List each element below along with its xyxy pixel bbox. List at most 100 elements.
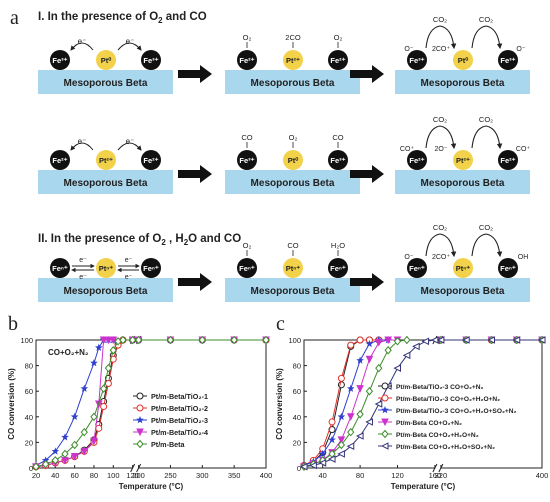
fe-atom [237, 150, 257, 170]
fe-atom [498, 50, 518, 70]
x-tick-label: 400 [260, 471, 273, 480]
data-point [380, 442, 389, 450]
fe-label: Feⁿ⁺ [409, 264, 425, 273]
x-tick-label: 20 [32, 471, 40, 480]
data-point [374, 339, 383, 347]
data-point [80, 427, 88, 437]
data-point [512, 336, 521, 344]
co2-release-arrow [471, 25, 503, 50]
pt-label: Pt²⁺ [456, 156, 470, 165]
data-point [393, 364, 401, 372]
data-point [42, 459, 50, 469]
support-label: Mesoporous Beta [64, 178, 148, 189]
data-point [384, 345, 392, 355]
legend-label: Pt/m-Beta/TiO₂-3 CO+O₂+H₂O+N₂ [396, 396, 500, 403]
y-tick-label: 100 [288, 336, 301, 345]
fe-label: Feⁿ⁺ [330, 264, 346, 273]
data-point [365, 339, 374, 348]
section2-heading: II. In the presence of O2 , H2O and CO [38, 233, 241, 247]
series-line [303, 339, 389, 466]
pt-atom [96, 258, 116, 278]
intermediate-label: O⁻ [404, 254, 413, 261]
data-point [70, 412, 79, 421]
data-point [328, 418, 336, 426]
co2-label: CO₂ [479, 223, 493, 232]
intermediate-label: CO⁺ [516, 146, 531, 153]
fe-label: Fe³⁺ [143, 56, 158, 65]
x-tick-label: 40 [319, 471, 327, 480]
adsorbate-label: O₂ [289, 133, 298, 142]
data-point [356, 356, 364, 364]
fe-atom [141, 50, 161, 70]
data-point [381, 406, 389, 414]
data-point [94, 343, 103, 351]
process-arrow [178, 273, 212, 291]
x-tick-label: 300 [196, 471, 209, 480]
data-point [136, 416, 144, 424]
data-point [365, 386, 374, 396]
reaction-scheme: Mesoporous Beta Fe³⁺ Pt⁰ Fe³⁺ e⁻ e⁻ Mesoporous… [38, 15, 530, 302]
electron-label: e⁻ [126, 37, 135, 46]
data-point [346, 384, 355, 392]
data-point [104, 336, 113, 345]
data-point [381, 394, 389, 402]
x-axis-label: Temperature (°C) [119, 482, 184, 491]
pt-label: Pt⁰ [101, 56, 113, 65]
y-axis-label: CO conversion (%) [7, 368, 16, 440]
data-point [136, 404, 144, 412]
legend-label: Pt/m-Beta/TiO₂-4 [151, 428, 208, 437]
fe-atom [141, 150, 161, 170]
co2-label: CO₂ [479, 115, 493, 124]
fe-atom [407, 258, 427, 278]
electron-label: e⁻ [125, 274, 133, 281]
intermediate-label: OH [518, 254, 529, 261]
y-tick-label: 0 [29, 464, 33, 473]
data-point [128, 335, 137, 345]
electron-transfer-arrow [70, 142, 94, 151]
co2-release-arrow [471, 125, 503, 150]
x-tick-label: 100 [107, 471, 120, 480]
fe-label: Fe³⁺ [409, 56, 424, 65]
axis-break-gap [132, 464, 139, 472]
co2-release-arrow [425, 233, 457, 258]
legend-label: Pt/m-Beta [151, 440, 186, 449]
mesoporous-beta-support [38, 170, 173, 194]
electron-label: e⁻ [126, 137, 135, 146]
x-tick-label: 250 [164, 471, 177, 480]
data-point [90, 412, 98, 422]
data-point [337, 450, 345, 458]
data-point [436, 336, 445, 344]
data-point [337, 436, 346, 444]
data-point [381, 418, 389, 427]
pt-atom [283, 150, 303, 170]
panel-a-letter: a [10, 7, 19, 29]
legend-label: Pt/m-Beta/TiO₂-3 CO+O₂+N₂ [396, 384, 484, 391]
intermediate-label: 2O⁻ [434, 146, 447, 153]
data-point [51, 447, 60, 455]
data-point [374, 400, 383, 408]
intermediate-label: CO⁺ [400, 146, 415, 153]
data-point [337, 412, 346, 421]
legend-label: Pt/m-Beta CO+O₂+H₂O+SO₂+N₂ [396, 444, 495, 451]
data-point [136, 439, 144, 449]
fe-atom [50, 50, 70, 70]
data-point [109, 355, 117, 363]
fe-label: Feⁿ⁺ [500, 264, 516, 273]
data-point [462, 336, 470, 344]
data-point [136, 428, 144, 437]
support-label: Mesoporous Beta [64, 286, 148, 297]
data-point [70, 440, 79, 450]
y-tick-label: 60 [25, 387, 33, 396]
pt-atom [96, 50, 116, 70]
support-label: Mesoporous Beta [421, 78, 505, 89]
data-point [80, 447, 89, 456]
data-point [346, 413, 355, 421]
data-point [95, 424, 103, 432]
x-tick-label: 80 [356, 471, 364, 480]
pt-label: Pt⁰ [458, 56, 470, 65]
electron-label: e⁻ [79, 257, 87, 264]
data-point [109, 345, 117, 355]
process-arrow [350, 273, 384, 291]
data-point [136, 392, 144, 400]
adsorbate-label: H₂O [331, 241, 345, 250]
